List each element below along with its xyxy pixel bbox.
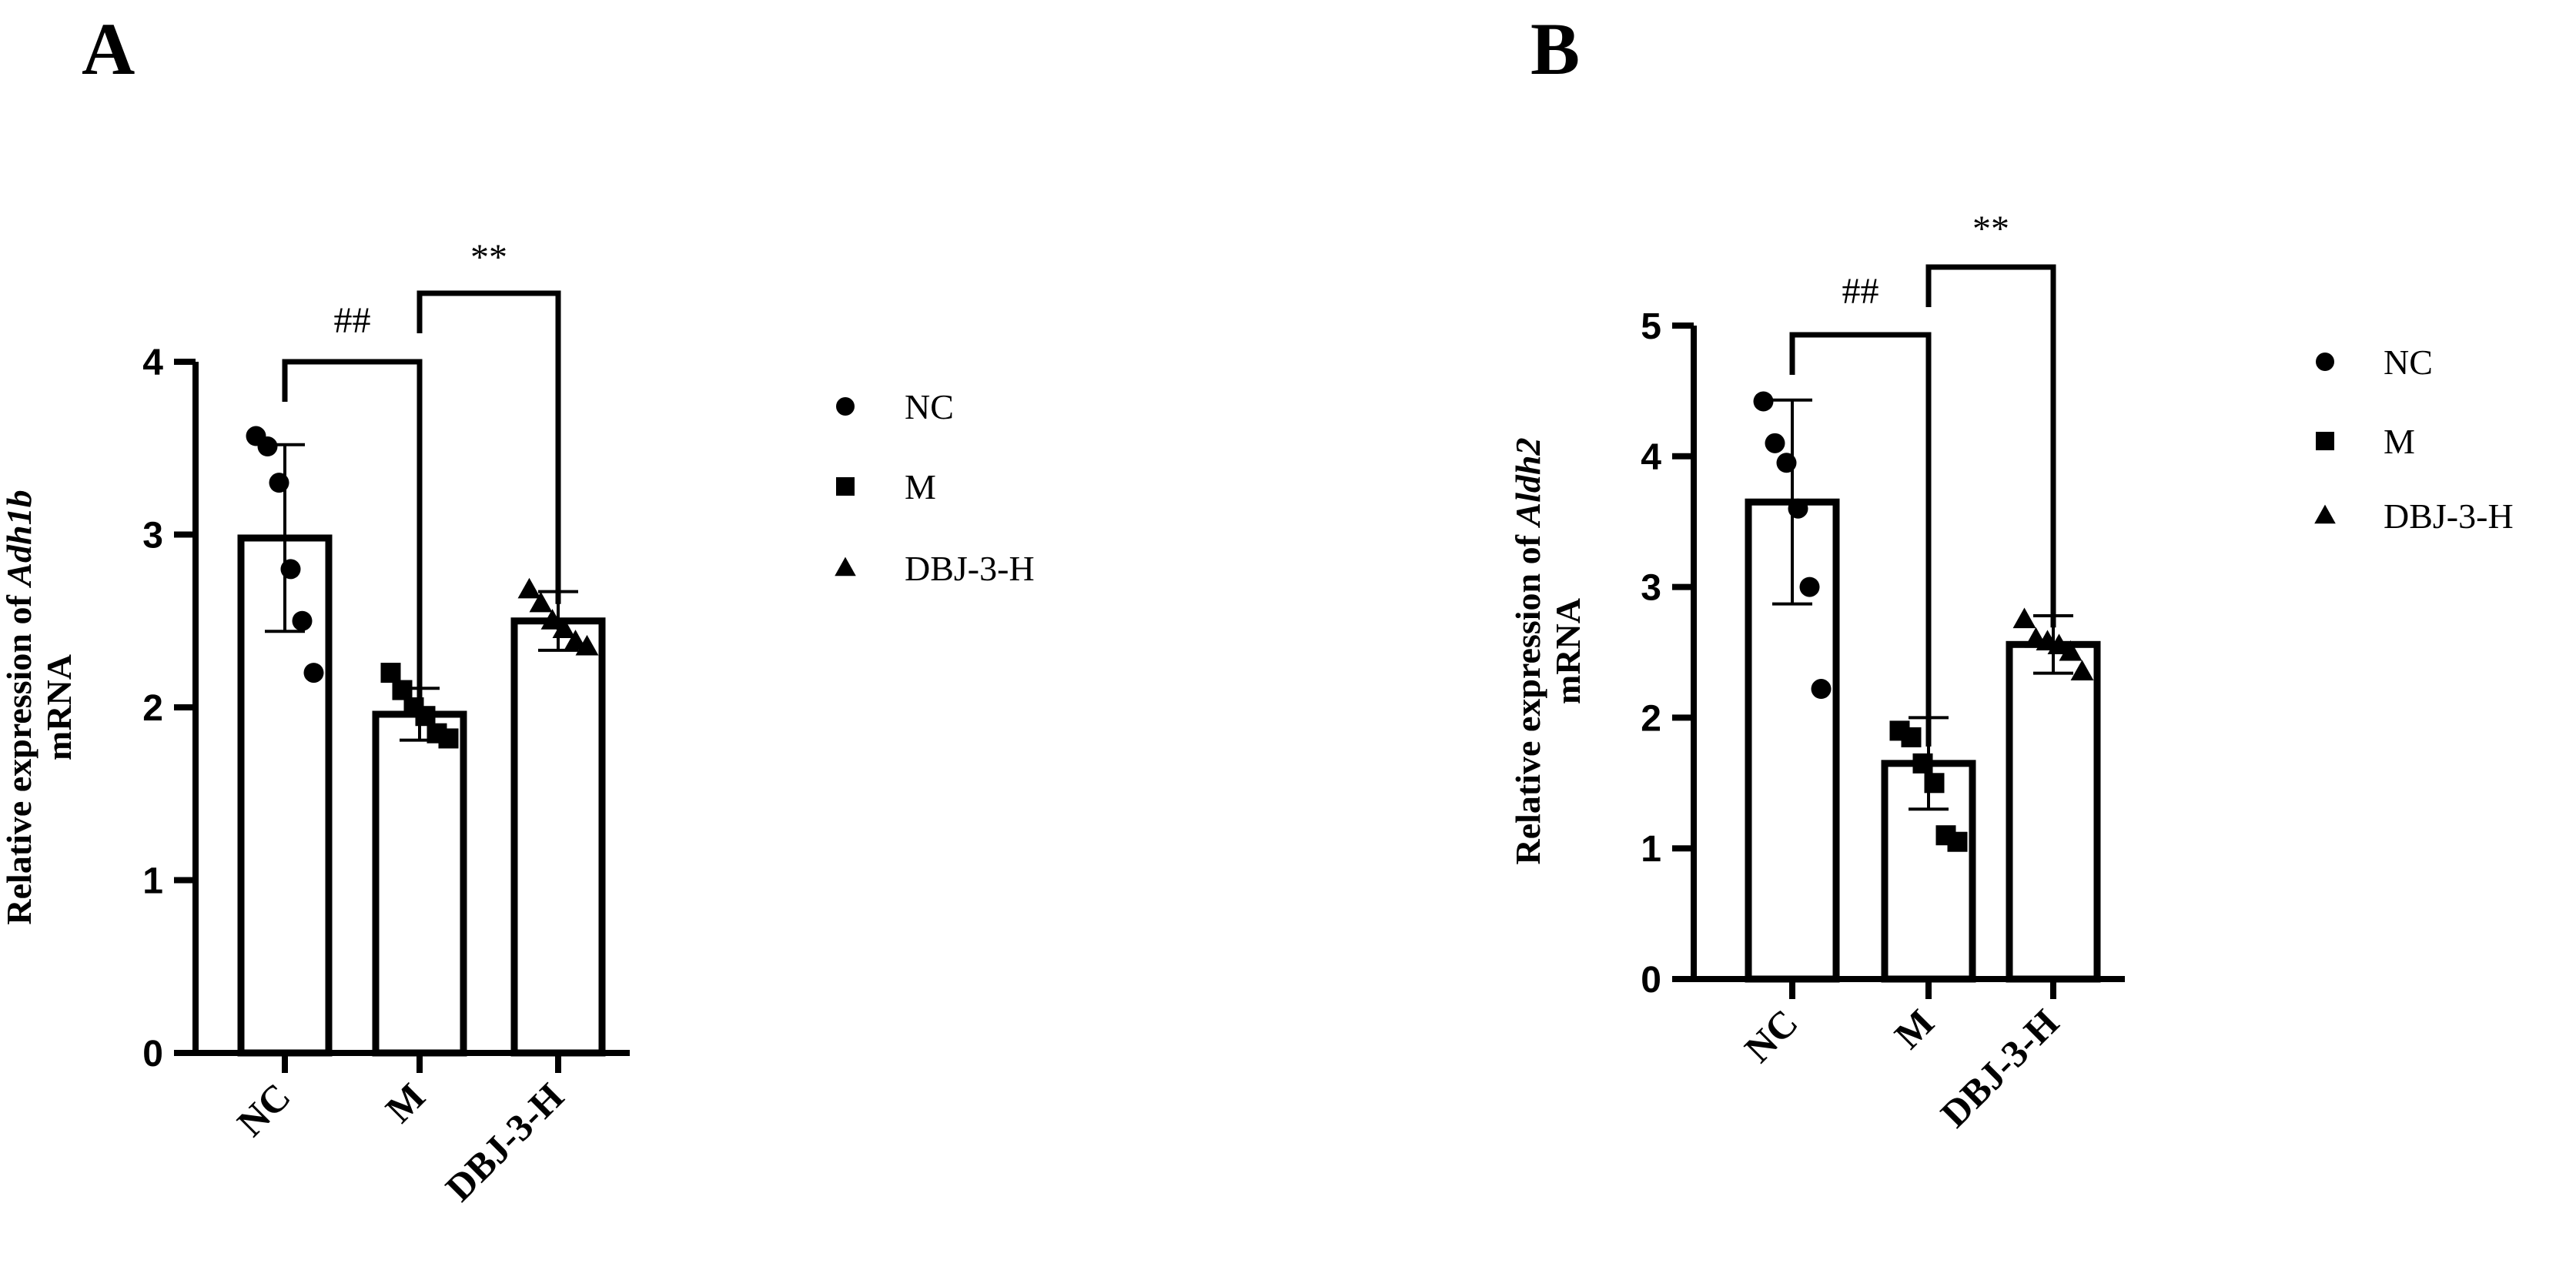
y-tick-label: 1 — [142, 861, 163, 902]
y-tick-label: 3 — [1641, 568, 1661, 609]
data-point — [1799, 577, 1820, 597]
y-tick-label: 3 — [142, 516, 163, 556]
data-point — [257, 436, 278, 457]
y-tick-label: 4 — [1641, 437, 1661, 478]
panel-letter-a: A — [82, 8, 135, 90]
data-point — [1947, 831, 1968, 852]
bar-m — [372, 710, 467, 1057]
legend-label-dbj-3-h: DBJ-3-H — [905, 549, 1035, 588]
y-tick-label: 4 — [142, 343, 163, 383]
x-tick-label: NC — [229, 1074, 299, 1145]
significance-label: ** — [1972, 209, 2009, 249]
y-tick-label: 1 — [1641, 829, 1661, 870]
significance-bracket — [1925, 264, 2056, 628]
data-point — [529, 591, 553, 613]
y-tick-label: 0 — [1641, 960, 1661, 1001]
data-point — [1765, 433, 1785, 453]
data-point — [380, 663, 401, 683]
x-tick-label: M — [377, 1074, 433, 1131]
data-point — [1901, 727, 1922, 747]
legend-label-nc: NC — [2384, 343, 2433, 382]
data-point — [1811, 679, 1832, 700]
legend-label-m: M — [2384, 422, 2415, 461]
legend-marker-m — [2316, 432, 2334, 450]
y-tick-label: 2 — [142, 688, 163, 729]
y-tick-label: 0 — [142, 1034, 163, 1074]
legend-label-nc: NC — [905, 387, 954, 426]
y-axis-label-gene: Aldh2 — [1508, 438, 1547, 529]
legend-label-m: M — [905, 467, 936, 506]
significance-label: ## — [334, 300, 371, 341]
y-axis-label-prefix: Relative expression of — [0, 587, 38, 925]
legend-marker-nc — [2316, 353, 2334, 371]
significance-label: ** — [470, 237, 507, 278]
y-axis-label-suffix: mRNA — [39, 654, 79, 760]
bar-dbj-3-h — [2006, 640, 2101, 983]
data-point — [438, 728, 459, 749]
legend-marker-dbj-3-h — [835, 556, 856, 577]
y-tick-label: 5 — [1641, 306, 1661, 347]
panel-letter-b: B — [1531, 8, 1580, 90]
significance-label: ## — [1842, 271, 1879, 312]
y-axis-label-gene: Adh1b — [0, 490, 38, 588]
legend-label-dbj-3-h: DBJ-3-H — [2384, 496, 2514, 536]
legend-marker-dbj-3-h — [2314, 504, 2336, 524]
significance-bracket — [417, 290, 561, 604]
y-axis-label: Relative expression of Adh1b mRNA — [0, 490, 79, 924]
data-point — [2059, 640, 2083, 661]
data-point — [303, 663, 324, 683]
data-point — [564, 630, 587, 650]
significance-bracket — [1789, 332, 1932, 747]
data-point — [392, 680, 413, 700]
legend-marker-nc — [836, 397, 855, 416]
panel-b-chart: 0 1 2 3 4 5 Relative expression of Aldh2 mRNA NC… — [1508, 209, 2514, 1135]
x-tick-label: DBJ-3-H — [1932, 1001, 2067, 1135]
x-tick-label: DBJ-3-H — [437, 1074, 572, 1209]
data-point — [517, 577, 541, 599]
data-point — [292, 610, 313, 631]
data-point — [2070, 660, 2094, 681]
bar-dbj-3-h — [510, 617, 606, 1057]
panel-a-chart: 0 1 2 3 4 Relative expression of Adh1b mRNA NC M… — [0, 237, 1035, 1209]
data-point — [575, 634, 599, 656]
x-tick-label: NC — [1736, 1001, 1806, 1071]
significance-bracket — [282, 359, 423, 697]
y-axis-label-suffix: mRNA — [1548, 598, 1587, 704]
y-axis-label-prefix: Relative expression of — [1508, 526, 1547, 865]
y-tick-label: 2 — [1641, 698, 1661, 739]
x-tick-label: M — [1886, 1001, 1942, 1057]
legend-marker-m — [836, 477, 855, 496]
data-point — [1753, 391, 1774, 412]
data-point — [2012, 607, 2036, 629]
y-axis-label: Relative expression of Aldh2 mRNA — [1508, 438, 1587, 865]
